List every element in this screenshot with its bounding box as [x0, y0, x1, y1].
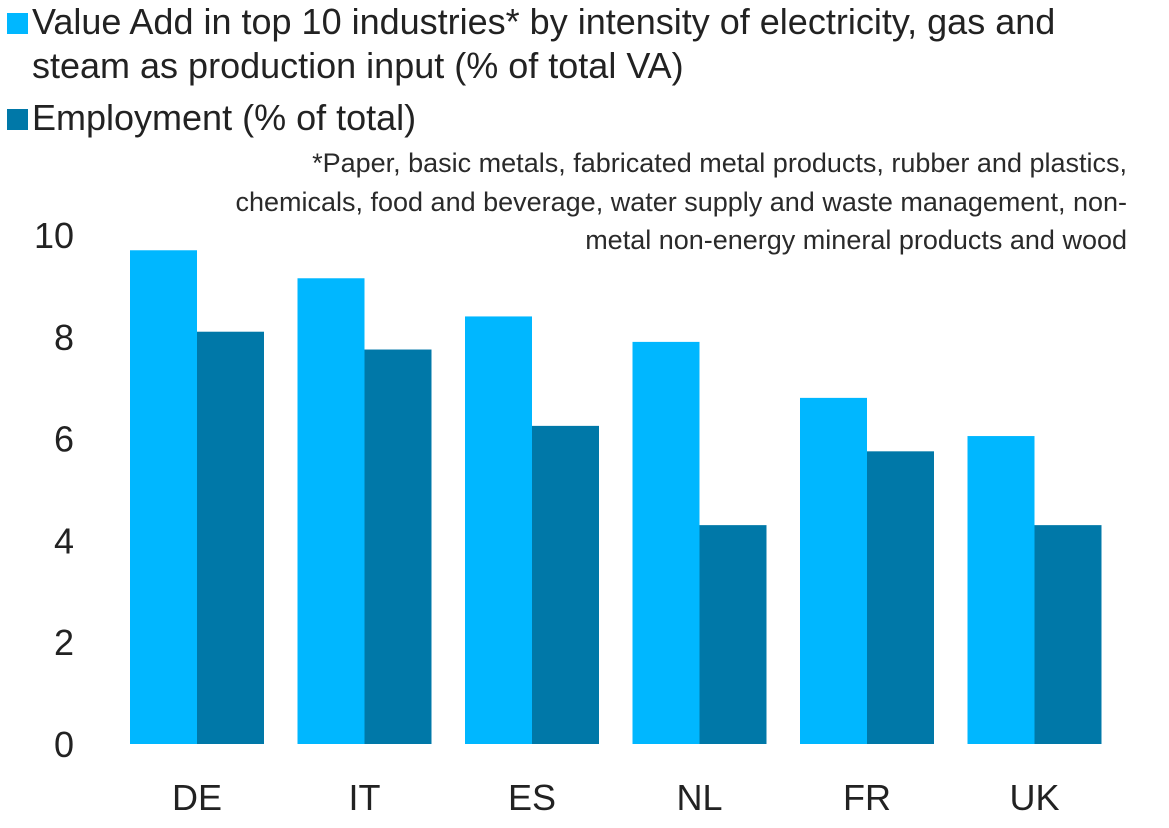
bar-fr-value-add: [800, 397, 867, 744]
legend-label-employment: Employment (% of total): [32, 97, 417, 138]
bar-es-employment: [532, 425, 599, 744]
chart-footnote: *Paper, basic metals, fabricated metal p…: [235, 148, 1127, 255]
bar-nl-value-add: [632, 341, 700, 744]
y-tick-label-4: 4: [54, 520, 74, 561]
bars: [130, 250, 1102, 744]
legend-swatch-employment: [7, 109, 28, 130]
legend-item-employment: Employment (% of total): [7, 96, 417, 140]
bar-de-employment: [197, 331, 264, 744]
y-axis: 0 2 4 6 8 10: [34, 215, 74, 765]
bar-nl-employment: [699, 525, 767, 744]
y-tick-label-2: 2: [54, 622, 74, 663]
x-axis: DE IT ES NL FR UK: [172, 777, 1060, 818]
x-tick-label-de: DE: [172, 777, 222, 818]
bar-fr-employment: [867, 451, 934, 744]
bar-it-value-add: [297, 278, 365, 744]
x-tick-label-nl: NL: [676, 777, 722, 818]
y-tick-label-0: 0: [54, 724, 74, 765]
x-tick-label-uk: UK: [1009, 777, 1059, 818]
y-tick-label-10: 10: [34, 215, 74, 256]
bar-uk-employment: [1034, 525, 1102, 744]
x-tick-label-it: IT: [349, 777, 381, 818]
legend-item-value-add: Value Add in top 10 industries* by inten…: [7, 0, 1152, 88]
y-tick-label-8: 8: [54, 317, 74, 358]
y-tick-label-6: 6: [54, 419, 74, 460]
legend-swatch-value-add: [7, 13, 28, 34]
bar-uk-value-add: [967, 436, 1035, 744]
x-tick-label-es: ES: [508, 777, 556, 818]
bar-es-value-add: [465, 316, 532, 744]
x-tick-label-fr: FR: [843, 777, 891, 818]
bar-it-employment: [364, 349, 432, 744]
legend-label-value-add: Value Add in top 10 industries* by inten…: [32, 1, 1056, 86]
bar-de-value-add: [130, 250, 197, 744]
